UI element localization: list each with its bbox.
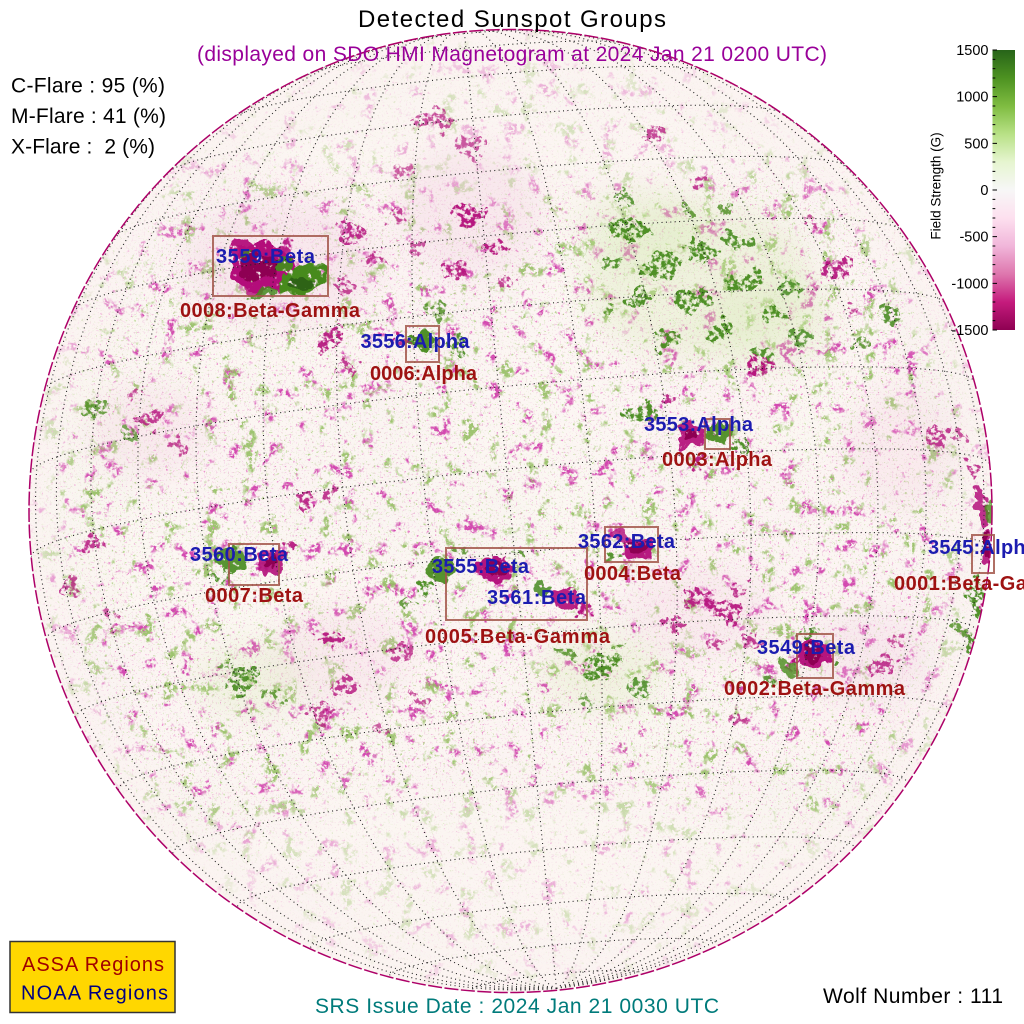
svg-text:-1000: -1000 <box>951 276 988 292</box>
svg-text:3545:Alpha: 3545:Alpha <box>928 537 1024 559</box>
svg-text:1000: 1000 <box>956 90 988 106</box>
svg-text:M-Flare : 41 (%): M-Flare : 41 (%) <box>11 105 166 128</box>
svg-text:SRS Issue Date : 2024 Jan 21 0: SRS Issue Date : 2024 Jan 21 0030 UTC <box>315 995 719 1018</box>
svg-text:0003:Alpha: 0003:Alpha <box>662 449 773 471</box>
svg-text:X-Flare : 2 (%): X-Flare : 2 (%) <box>11 136 155 159</box>
svg-text:Field Strength (G): Field Strength (G) <box>929 132 944 239</box>
svg-text:NOAA Regions: NOAA Regions <box>21 983 168 1005</box>
svg-text:0: 0 <box>980 183 988 199</box>
svg-text:-500: -500 <box>959 230 988 246</box>
svg-text:0005:Beta-Gamma: 0005:Beta-Gamma <box>425 626 611 648</box>
svg-text:3560:Beta: 3560:Beta <box>190 544 289 566</box>
svg-text:0008:Beta-Gamma: 0008:Beta-Gamma <box>180 300 361 322</box>
svg-text:500: 500 <box>964 136 988 152</box>
svg-text:0006:Alpha: 0006:Alpha <box>370 363 478 385</box>
svg-text:C-Flare : 95 (%): C-Flare : 95 (%) <box>11 75 165 98</box>
svg-text:(displayed on SDO HMI Magnetog: (displayed on SDO HMI Magnetogram at 202… <box>197 43 827 66</box>
svg-text:1500: 1500 <box>956 43 988 59</box>
svg-text:0004:Beta: 0004:Beta <box>584 563 682 585</box>
svg-text:3555:Beta: 3555:Beta <box>432 556 530 578</box>
svg-text:0001:Beta-Gamma: 0001:Beta-Gamma <box>894 573 1024 595</box>
svg-text:Wolf Number : 111: Wolf Number : 111 <box>823 985 1003 1008</box>
svg-text:3549:Beta: 3549:Beta <box>757 637 856 659</box>
svg-text:3556:Alpha: 3556:Alpha <box>361 331 471 353</box>
svg-text:0002:Beta-Gamma: 0002:Beta-Gamma <box>724 678 906 700</box>
svg-text:0007:Beta: 0007:Beta <box>205 585 304 607</box>
svg-text:3559:Beta: 3559:Beta <box>216 246 316 268</box>
svg-text:Detected Sunspot Groups: Detected Sunspot Groups <box>358 6 666 33</box>
svg-text:3562:Beta: 3562:Beta <box>578 531 676 553</box>
svg-text:-1500: -1500 <box>951 323 988 339</box>
svg-text:3561:Beta: 3561:Beta <box>487 587 587 609</box>
svg-text:ASSA Regions: ASSA Regions <box>22 954 164 976</box>
svg-text:3553:Alpha: 3553:Alpha <box>644 414 754 436</box>
